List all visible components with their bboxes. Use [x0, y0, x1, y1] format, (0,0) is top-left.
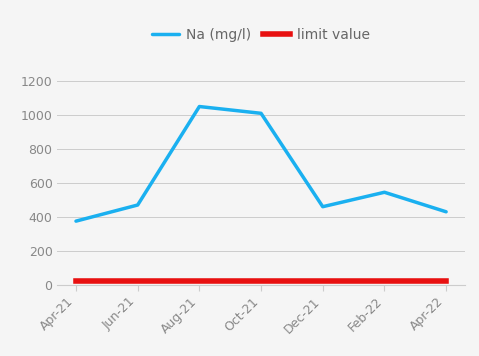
limit value	[135, 279, 140, 283]
limit value	[196, 279, 202, 283]
Na (mg/l)	[196, 104, 202, 109]
limit value	[443, 279, 449, 283]
Na (mg/l)	[320, 205, 326, 209]
Na (mg/l)	[258, 111, 264, 115]
Line: Na (mg/l): Na (mg/l)	[76, 106, 446, 221]
Na (mg/l)	[73, 219, 79, 223]
limit value	[73, 279, 79, 283]
limit value	[320, 279, 326, 283]
Na (mg/l)	[382, 190, 388, 194]
limit value	[382, 279, 388, 283]
limit value	[258, 279, 264, 283]
Legend: Na (mg/l), limit value: Na (mg/l), limit value	[146, 22, 376, 48]
Na (mg/l)	[443, 210, 449, 214]
Na (mg/l)	[135, 203, 140, 207]
